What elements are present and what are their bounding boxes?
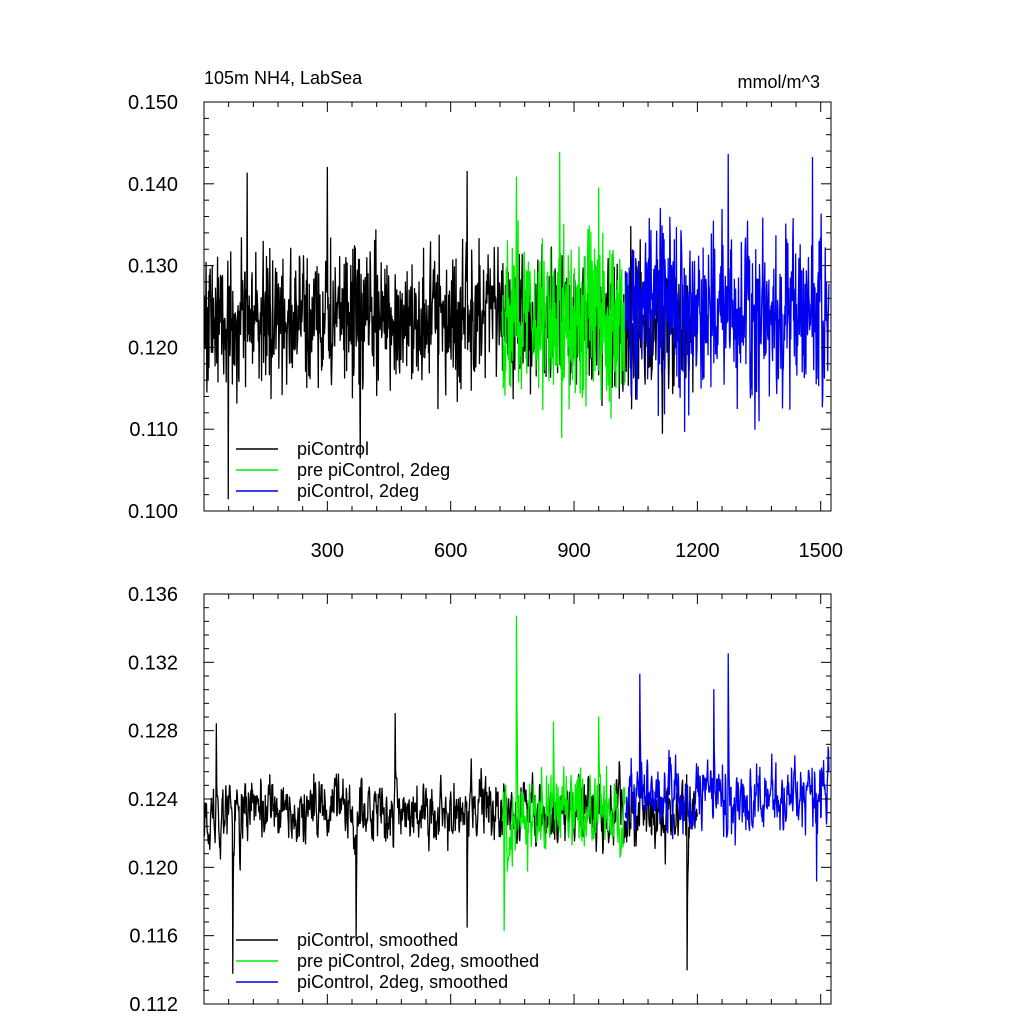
- bottom-panel: 0.112 0.116 0.120 0.124 0.128 0.132 0.136 piCo…: [128, 584, 832, 1016]
- series-line-bottom-2: [501, 615, 627, 932]
- top-axes-layer: 0.100 0.110 0.120 0.130 0.140 0.150 300 600 900 1…: [128, 92, 843, 562]
- series-line-bottom-3: [624, 653, 830, 882]
- y-tick-label: 0.132: [128, 652, 178, 674]
- y-tick-label: 0.124: [128, 789, 178, 811]
- y-tick-label: 0.128: [128, 721, 178, 743]
- legend-label: pre piControl, 2deg, smoothed: [297, 951, 539, 971]
- top-panel: 105m NH4, LabSea mmol/m^3 0.100 0.110 0.12…: [128, 68, 843, 562]
- y-tick-label: 0.130: [128, 256, 178, 278]
- series-line-top-2: [501, 152, 627, 439]
- y-tick-label: 0.120: [128, 337, 178, 359]
- x-tick-label: 1200: [675, 540, 720, 562]
- y-tick-label: 0.136: [128, 584, 178, 606]
- series-line-bottom-1: [204, 712, 699, 974]
- top-plot-frame: [203, 101, 832, 512]
- y-tick-label: 0.110: [129, 419, 178, 441]
- series-line-top-3: [624, 153, 830, 433]
- legend-label: piControl, 2deg: [297, 481, 419, 501]
- x-tick-label: 900: [557, 540, 590, 562]
- x-tick-label: 300: [311, 540, 344, 562]
- top-title-left: 105m NH4, LabSea: [204, 68, 363, 88]
- x-tick-label: 600: [434, 540, 467, 562]
- y-tick-label: 0.150: [128, 92, 178, 114]
- legend-label: piControl, smoothed: [297, 930, 458, 950]
- bottom-series-layer: [204, 615, 830, 974]
- y-tick-label: 0.120: [128, 857, 178, 879]
- y-tick-label: 0.100: [128, 501, 178, 523]
- y-tick-label: 0.116: [129, 926, 178, 948]
- legend-label: pre piControl, 2deg: [297, 460, 450, 480]
- legend-label: piControl: [297, 439, 369, 459]
- top-series-layer: [204, 152, 830, 500]
- y-tick-label: 0.112: [129, 994, 178, 1016]
- x-tick-label: 1500: [798, 540, 843, 562]
- legend-label: piControl, 2deg, smoothed: [297, 972, 508, 992]
- top-title-right: mmol/m^3: [738, 72, 820, 92]
- y-tick-label: 0.140: [128, 174, 178, 196]
- bottom-axes-layer: 0.112 0.116 0.120 0.124 0.128 0.132 0.136: [128, 584, 831, 1016]
